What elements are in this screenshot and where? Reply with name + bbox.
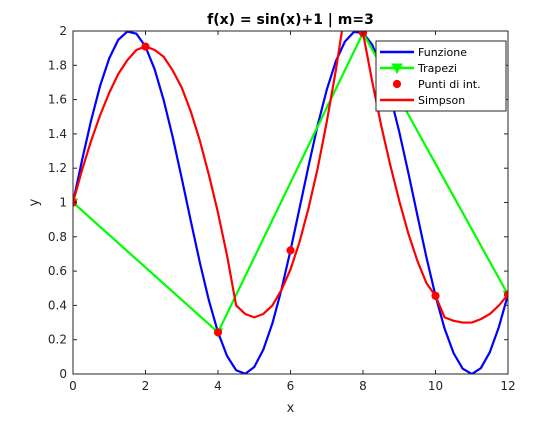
data-point-punti-di-int (213, 328, 223, 337)
x-axis-label: x (287, 401, 295, 416)
axes: 0 2 4 6 8 10 12 0 0.2 0.4 0.6 0.8 1 1.2 1.4 1.6 1.8 2 (48, 24, 516, 393)
legend-marker-punti-di-int (392, 79, 402, 89)
y-tick-label: 1.2 (48, 161, 67, 175)
y-tick-label: 1 (59, 196, 67, 210)
y-tick-label: 1.8 (48, 58, 67, 72)
y-tick-label: 2 (59, 24, 67, 38)
y-tick-label: 1.6 (48, 93, 67, 107)
legend-label-trapezi: Trapezi (417, 62, 457, 75)
legend-marker-trapezi (391, 63, 403, 75)
chart-title: f(x) = sin(x)+1 | m=3 (207, 12, 374, 28)
x-tick-label: 2 (142, 379, 150, 393)
y-axis-label: y (27, 198, 42, 206)
x-tick-label: 0 (69, 379, 77, 393)
x-tick-label: 10 (428, 379, 443, 393)
y-tick-label: 0.4 (48, 298, 67, 312)
y-tick-label: 0.8 (48, 230, 67, 244)
y-tick-label: 1.4 (48, 127, 67, 141)
legend: Funzione Trapezi Punti di int. Simpson (375, 40, 507, 112)
plot-area (73, 31, 508, 374)
series-line-trapezi (73, 31, 508, 334)
x-tick-label: 4 (214, 379, 222, 393)
x-tick-label: 6 (287, 379, 295, 393)
x-tick-label: 12 (500, 379, 515, 393)
series-line-simpson (73, 31, 508, 324)
y-tick-label: 0.6 (48, 264, 67, 278)
legend-label-simpson: Simpson (418, 94, 465, 107)
x-tick-label: 8 (359, 379, 367, 393)
legend-label-punti-di-int: Punti di int. (418, 78, 481, 91)
legend-label-funzione: Funzione (418, 46, 467, 59)
y-tick-label: 0 (59, 367, 67, 381)
y-tick-label: 0.2 (48, 333, 67, 347)
data-point-punti-di-int (286, 246, 295, 255)
